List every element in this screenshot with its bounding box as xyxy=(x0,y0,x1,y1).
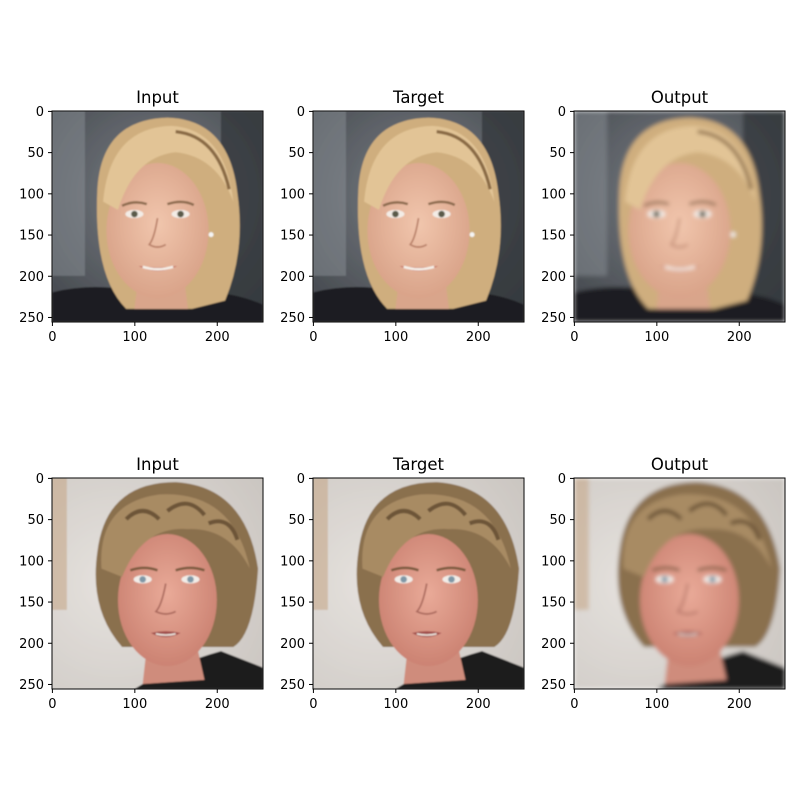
panel-title: Output xyxy=(651,455,709,474)
y-tick-label: 150 xyxy=(280,596,305,611)
x-tick-label: 200 xyxy=(205,697,230,712)
y-tick-label: 150 xyxy=(280,229,305,244)
face-photo xyxy=(574,111,785,322)
x-tick-label: 0 xyxy=(48,330,56,345)
x-tick-label: 100 xyxy=(122,330,147,345)
y-tick-label: 200 xyxy=(541,270,566,285)
panel-title: Input xyxy=(136,455,179,474)
y-tick-label: 50 xyxy=(549,146,566,161)
y-tick-label: 0 xyxy=(297,472,305,487)
face-photo xyxy=(52,111,263,322)
face-photo xyxy=(313,478,524,689)
y-tick-label: 250 xyxy=(541,678,566,693)
axes-frame xyxy=(312,110,525,323)
x-tick-label: 0 xyxy=(570,330,578,345)
y-tick-label: 100 xyxy=(19,554,44,569)
y-tick-label: 0 xyxy=(558,105,566,120)
y-tick-label: 250 xyxy=(19,311,44,326)
panel-man-curly-output: Output 0 100 200 0 50 100 150 200 250 xyxy=(541,455,786,712)
x-tick-label: 200 xyxy=(727,330,752,345)
axes-frame xyxy=(312,477,525,690)
x-tick-label: 200 xyxy=(727,697,752,712)
y-tick-label: 100 xyxy=(19,187,44,202)
y-tick-label: 50 xyxy=(27,146,44,161)
y-tick-label: 250 xyxy=(280,311,305,326)
y-tick-label: 200 xyxy=(280,637,305,652)
y-tick-label: 0 xyxy=(558,472,566,487)
x-tick-label: 0 xyxy=(570,697,578,712)
x-tick-label: 200 xyxy=(205,330,230,345)
panel-title: Target xyxy=(392,88,445,107)
panel-woman-blonde-input: Input 0 100 200 0 50 100 150 200 250 xyxy=(19,88,264,345)
axes-frame xyxy=(573,477,786,690)
y-tick-label: 200 xyxy=(541,637,566,652)
y-tick-label: 250 xyxy=(19,678,44,693)
y-tick-label: 50 xyxy=(27,513,44,528)
y-tick-label: 0 xyxy=(36,472,44,487)
x-tick-label: 100 xyxy=(644,330,669,345)
y-tick-label: 50 xyxy=(288,146,305,161)
y-tick-label: 100 xyxy=(541,554,566,569)
panel-woman-blonde-output: Output 0 100 200 0 50 100 150 200 250 xyxy=(541,88,786,345)
panel-title: Output xyxy=(651,88,709,107)
y-tick-label: 250 xyxy=(541,311,566,326)
x-tick-label: 100 xyxy=(383,330,408,345)
axes-frame xyxy=(51,110,264,323)
y-tick-label: 100 xyxy=(280,554,305,569)
y-tick-label: 0 xyxy=(36,105,44,120)
x-tick-label: 0 xyxy=(309,697,317,712)
y-tick-label: 150 xyxy=(541,596,566,611)
x-tick-label: 200 xyxy=(466,330,491,345)
y-tick-label: 50 xyxy=(288,513,305,528)
face-photo xyxy=(574,478,785,689)
y-tick-label: 100 xyxy=(541,187,566,202)
x-tick-label: 0 xyxy=(48,697,56,712)
y-tick-label: 200 xyxy=(19,637,44,652)
y-tick-label: 100 xyxy=(280,187,305,202)
x-tick-label: 100 xyxy=(383,697,408,712)
x-tick-label: 200 xyxy=(466,697,491,712)
y-tick-label: 0 xyxy=(297,105,305,120)
y-tick-label: 50 xyxy=(549,513,566,528)
x-tick-label: 100 xyxy=(122,697,147,712)
panel-woman-blonde-target: Target 0 100 200 0 50 100 150 200 250 xyxy=(280,88,525,345)
face-photo xyxy=(52,478,263,689)
panel-man-curly-target: Target 0 100 200 0 50 100 150 200 250 xyxy=(280,455,525,712)
x-tick-label: 100 xyxy=(644,697,669,712)
face-photo xyxy=(313,111,524,322)
y-tick-label: 200 xyxy=(280,270,305,285)
panel-title: Target xyxy=(392,455,445,474)
panel-title: Input xyxy=(136,88,179,107)
axes-frame xyxy=(51,477,264,690)
panel-man-curly-input: Input 0 100 200 0 50 100 150 200 250 xyxy=(19,455,264,712)
y-tick-label: 150 xyxy=(19,596,44,611)
y-tick-label: 150 xyxy=(541,229,566,244)
y-tick-label: 150 xyxy=(19,229,44,244)
y-tick-label: 200 xyxy=(19,270,44,285)
x-tick-label: 0 xyxy=(309,330,317,345)
axes-frame xyxy=(573,110,786,323)
y-tick-label: 250 xyxy=(280,678,305,693)
